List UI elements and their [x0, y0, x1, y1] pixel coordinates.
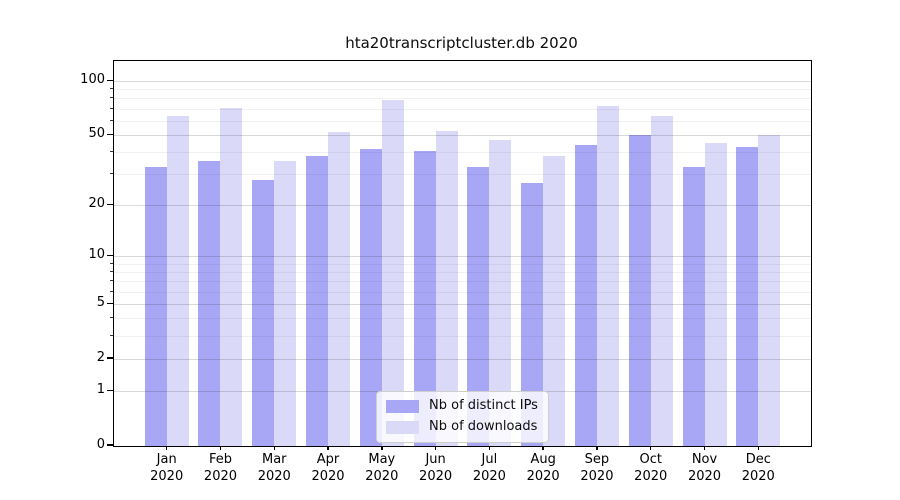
legend-item-distinct-ips: Nb of distinct IPs [386, 398, 538, 414]
bar-downloads [596, 105, 619, 446]
y-tick [107, 389, 113, 391]
x-tick-label: Nov 2020 [687, 452, 722, 484]
bar-distinct-ips [198, 160, 221, 446]
y-minor-tick [110, 150, 113, 152]
y-minor-tick [110, 280, 113, 282]
y-tick [107, 133, 113, 135]
y-minor-tick [110, 270, 113, 272]
x-tick [219, 445, 222, 450]
x-tick [434, 445, 437, 450]
x-tick [488, 445, 491, 450]
x-tick [166, 445, 168, 450]
x-tick-label: May 2020 [365, 452, 399, 484]
bar-downloads [704, 143, 727, 446]
x-tick-label: Jun 2020 [419, 452, 453, 484]
bar-downloads [543, 156, 566, 446]
y-tick-label: 50 [88, 126, 105, 142]
bar-downloads [381, 99, 404, 446]
y-tick [107, 254, 113, 257]
bar-distinct-ips [736, 146, 759, 446]
y-minor-tick [110, 290, 113, 292]
bar-distinct-ips [359, 148, 382, 446]
chart-title: hta20transcriptcluster.db 2020 [345, 34, 578, 52]
y-tick-label: 2 [96, 350, 105, 366]
y-tick-label: 10 [88, 247, 105, 263]
y-tick [107, 357, 113, 359]
x-tick [542, 445, 544, 450]
x-tick [327, 445, 329, 450]
x-tick-label: Aug 2020 [526, 452, 560, 484]
x-tick-label: Feb 2020 [203, 452, 238, 484]
plot-area: Nb of distinct IPs Nb of downloads [113, 60, 812, 447]
legend: Nb of distinct IPs Nb of downloads [376, 391, 549, 443]
bar-distinct-ips [413, 150, 436, 446]
y-tick-label: 0 [96, 437, 105, 452]
x-tick-label: Sep 2020 [580, 452, 614, 484]
y-minor-tick [110, 262, 113, 264]
y-tick-label: 20 [88, 196, 105, 212]
y-tick [107, 444, 113, 446]
y-tick [107, 79, 113, 81]
bars-layer [114, 61, 811, 446]
y-tick-label: 100 [80, 72, 105, 88]
x-tick [703, 445, 706, 450]
bar-downloads [650, 116, 673, 446]
bar-distinct-ips [628, 135, 651, 446]
y-minor-tick [110, 317, 113, 319]
bar-downloads [489, 140, 512, 446]
x-tick [381, 445, 383, 450]
x-tick-label: Apr 2020 [311, 452, 345, 484]
x-tick [273, 445, 275, 450]
x-tick [596, 445, 598, 450]
legend-swatch-distinct-ips [386, 399, 419, 413]
y-minor-tick [110, 97, 113, 99]
bar-downloads [435, 130, 458, 446]
bar-distinct-ips [252, 179, 275, 446]
y-minor-tick [110, 119, 113, 121]
bar-distinct-ips [682, 167, 705, 446]
x-tick-label: Jan 2020 [150, 452, 184, 484]
bar-downloads [220, 107, 243, 446]
y-minor-tick [110, 173, 113, 175]
bar-downloads [274, 160, 297, 446]
legend-item-downloads: Nb of downloads [386, 419, 538, 435]
bar-downloads [758, 135, 781, 446]
bar-distinct-ips [574, 145, 597, 446]
x-tick [757, 445, 759, 450]
y-tick [107, 302, 113, 305]
x-tick-label: Dec 2020 [741, 452, 775, 484]
y-minor-tick [110, 87, 113, 89]
bar-downloads [166, 116, 189, 446]
bar-downloads [328, 132, 351, 446]
bar-distinct-ips [467, 167, 490, 446]
y-minor-tick [110, 107, 113, 109]
legend-swatch-downloads [386, 420, 419, 434]
bar-distinct-ips [521, 182, 544, 446]
x-tick-label: Oct 2020 [634, 452, 668, 484]
x-tick-label: Jul 2020 [472, 452, 506, 484]
y-tick-label: 1 [96, 382, 105, 398]
legend-label-distinct-ips: Nb of distinct IPs [429, 398, 538, 413]
y-tick [107, 203, 113, 206]
bar-distinct-ips [144, 167, 167, 446]
legend-label-downloads: Nb of downloads [429, 419, 538, 434]
bar-distinct-ips [306, 156, 329, 446]
x-tick [650, 445, 652, 450]
x-tick-label: Mar 2020 [257, 452, 291, 484]
y-minor-tick [110, 334, 113, 336]
y-tick-label: 5 [96, 295, 105, 311]
